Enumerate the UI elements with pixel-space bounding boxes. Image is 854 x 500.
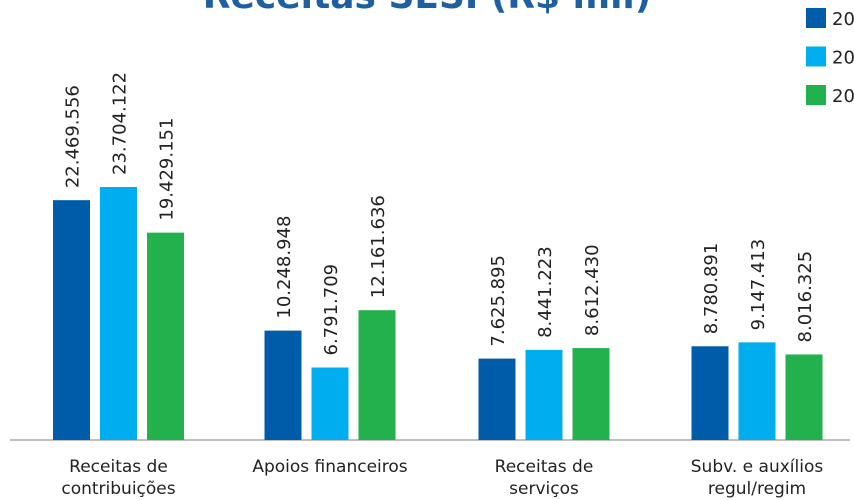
bar <box>358 310 396 440</box>
data-label: 9.147.413 <box>748 239 769 331</box>
data-label: 8.612.430 <box>582 244 603 336</box>
data-label: 8.780.891 <box>701 243 722 335</box>
data-label: 23.704.122 <box>110 72 131 175</box>
data-label: 22.469.556 <box>63 85 84 188</box>
bar <box>311 367 349 440</box>
legend-swatch <box>806 46 826 67</box>
bar <box>147 232 184 440</box>
data-label: 8.016.325 <box>795 251 816 343</box>
bar <box>572 348 610 440</box>
bar <box>264 330 302 440</box>
bar <box>738 342 776 440</box>
bar <box>691 346 729 440</box>
data-label: 6.791.709 <box>321 264 342 356</box>
x-tick-label: Apoios financeiros <box>252 457 408 477</box>
data-label: 7.625.895 <box>488 255 509 347</box>
chart-title: Receitas SESI (R$ mil) <box>203 0 651 17</box>
x-tick-label: Receitas de contribuições <box>61 457 176 499</box>
x-tick-label: Subv. e auxílios regul/regim <box>690 457 824 499</box>
legend-label: 2018 <box>832 9 854 30</box>
data-label: 8.441.223 <box>535 246 556 338</box>
bar <box>53 200 90 440</box>
x-tick-label: Receitas de serviços <box>494 457 594 499</box>
bar <box>100 187 137 440</box>
legend-label: 2019 <box>832 48 854 69</box>
bar <box>785 354 823 440</box>
data-label: 12.161.636 <box>368 195 389 298</box>
legend-swatch <box>806 8 826 28</box>
bar <box>525 349 563 440</box>
legend-swatch <box>806 85 826 105</box>
data-label: 19.429.151 <box>157 118 178 221</box>
bar <box>478 358 516 440</box>
data-label: 10.248.948 <box>274 216 295 319</box>
